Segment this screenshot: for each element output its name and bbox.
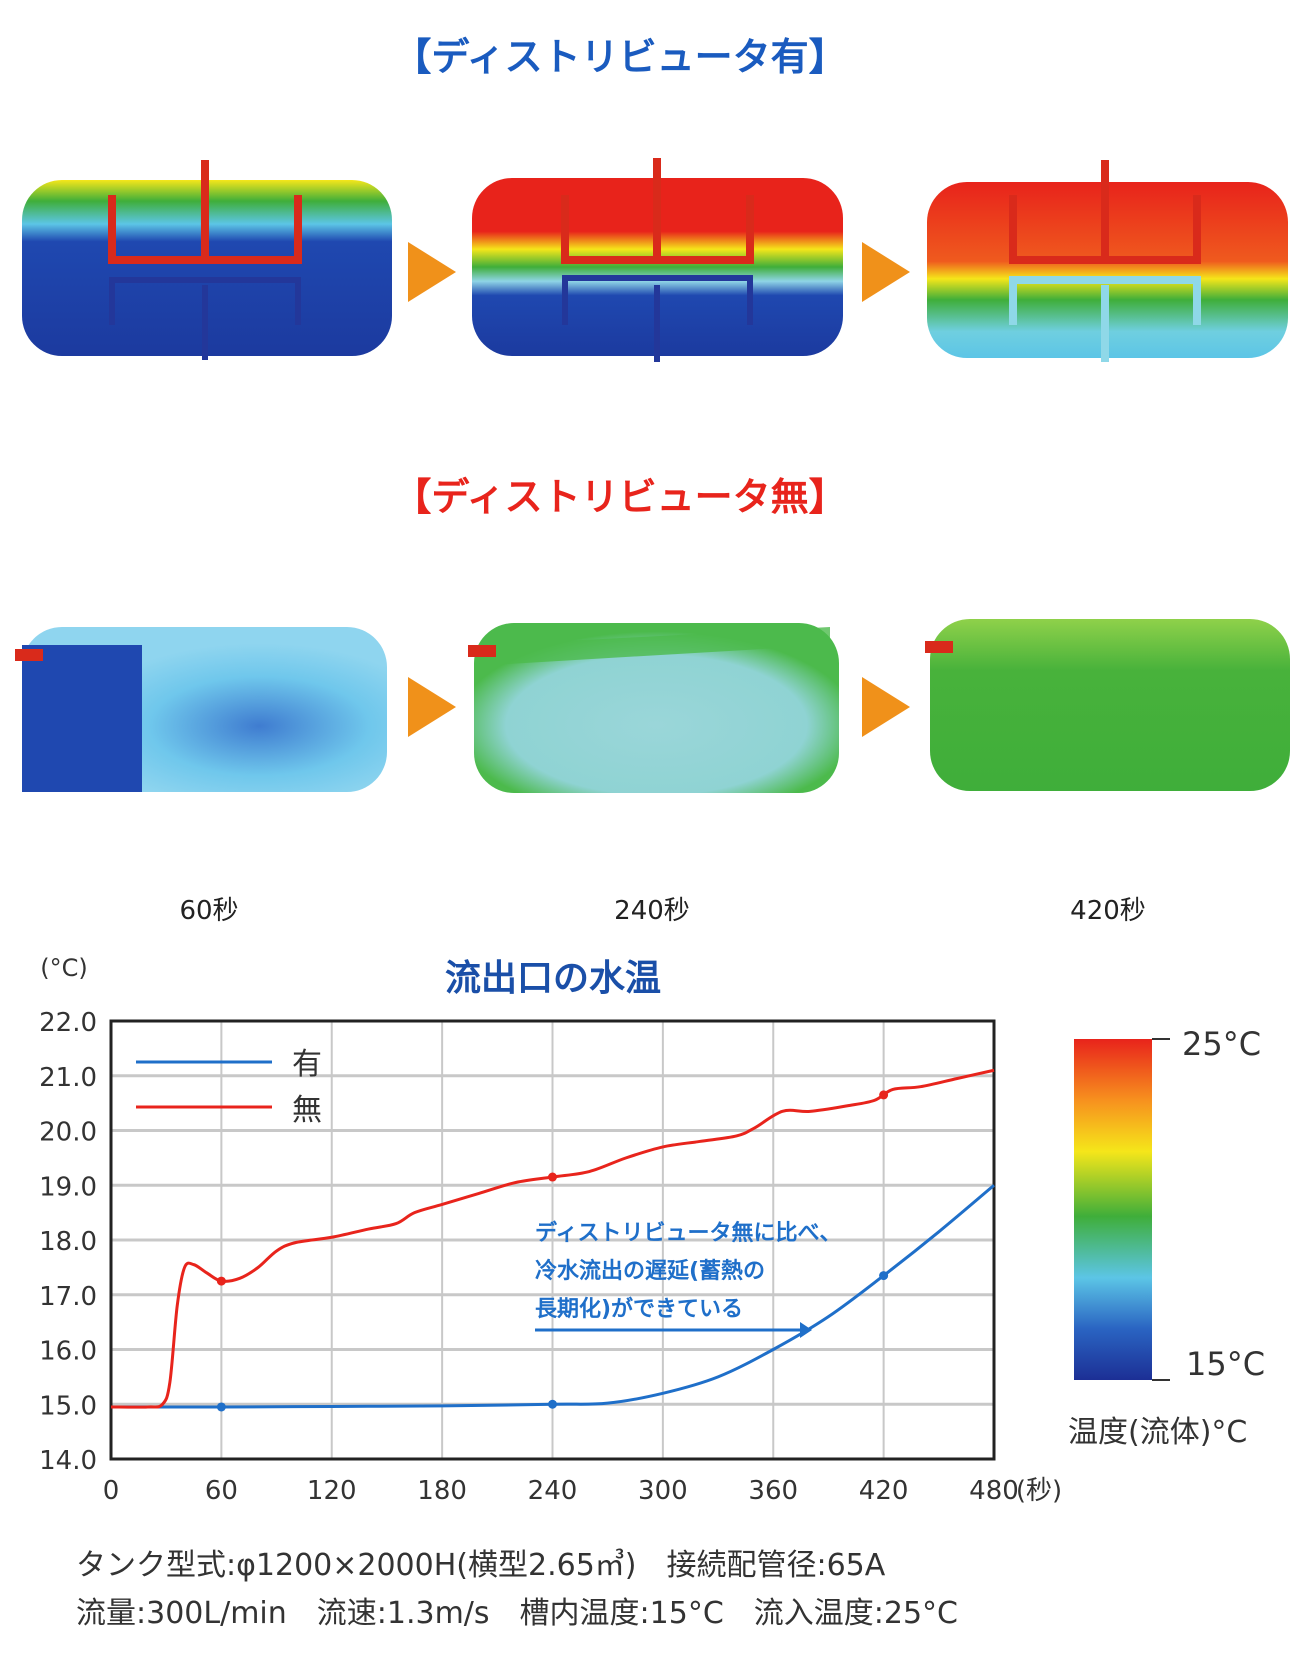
series-line-without: [110, 1068, 995, 1409]
colorbar: [1074, 1039, 1152, 1380]
plot-border: [109, 1019, 996, 1461]
legend-label-with: 有: [292, 1047, 322, 1082]
tank-240s-without: [468, 623, 839, 793]
outlet-temperature-chart: (°C) 流出口の水温 0 60 120 180 240 300 360 420 480(秒) 1…: [39, 954, 1265, 1506]
spec-line-1: タンク型式:φ1200×2000H(横型2.65㎥) 接続配管径:65A: [76, 1548, 886, 1583]
tank-420s-with: [927, 160, 1288, 362]
annotation-line-3: 長期化)ができている: [535, 1296, 743, 1322]
series-marker: [548, 1172, 557, 1182]
tank-60s-with: [22, 160, 392, 360]
annotation-arrowhead: [800, 1322, 812, 1338]
tank-420s-without: [925, 619, 1290, 791]
y-tick-label: 19.0: [39, 1172, 97, 1202]
legend-label-without: 無: [292, 1093, 322, 1128]
y-tick-label: 15.0: [39, 1391, 97, 1421]
colorbar-min-label: 15°C: [1186, 1345, 1265, 1383]
x-axis-label: (秒): [1016, 1476, 1062, 1506]
y-tick-label: 22.0: [39, 1008, 97, 1038]
series-marker: [548, 1399, 557, 1409]
tank-240s-with: [472, 158, 843, 362]
colorbar-caption: 温度(流体)°C: [1068, 1415, 1247, 1450]
arrow-icon: [408, 677, 456, 737]
spec-line-2: 流量:300L/min 流速:1.3m/s 槽内温度:15°C 流入温度:25°…: [76, 1596, 958, 1631]
x-tick-label: 180: [417, 1476, 467, 1506]
x-tick-label: 360: [748, 1476, 798, 1506]
annotation-line-2: 冷水流出の遅延(蓄熱の: [535, 1258, 765, 1284]
x-tick-label: 300: [638, 1476, 688, 1506]
x-tick-label: 240: [528, 1476, 578, 1506]
tank-60s-without: [15, 627, 387, 792]
y-unit-label: (°C): [40, 954, 87, 982]
time-label-60: 60秒: [179, 896, 239, 926]
x-tick-label: 0: [103, 1476, 120, 1506]
time-label-420: 420秒: [1070, 896, 1146, 926]
y-tick-label: 17.0: [39, 1282, 97, 1312]
x-tick-label: 120: [307, 1476, 357, 1506]
chart-title: 流出口の水温: [445, 958, 661, 999]
series-marker: [879, 1090, 889, 1100]
x-tick-label: 420: [859, 1476, 909, 1506]
time-label-240: 240秒: [614, 896, 690, 926]
x-tick-label: 480: [969, 1476, 1019, 1506]
with-distributor-tanks: [22, 158, 1288, 362]
series-marker: [879, 1271, 889, 1281]
x-tick-label: 60: [205, 1476, 238, 1506]
without-distributor-tanks: [15, 619, 1290, 793]
arrow-icon: [408, 242, 456, 302]
series-marker: [216, 1276, 226, 1286]
arrow-icon: [862, 677, 910, 737]
series-marker: [216, 1402, 226, 1412]
annotation-line-1: ディストリビュータ無に比べ、: [535, 1220, 841, 1246]
y-tick-label: 14.0: [39, 1446, 97, 1476]
annotation: ディストリビュータ無に比べ、 冷水流出の遅延(蓄熱の 長期化)ができている: [535, 1220, 841, 1338]
y-tick-label: 18.0: [39, 1227, 97, 1257]
with-distributor-title: 【ディストリビュータ有】: [393, 35, 847, 79]
colorbar-max-label: 25°C: [1182, 1025, 1261, 1063]
y-tick-label: 20.0: [39, 1118, 97, 1148]
y-tick-label: 21.0: [39, 1063, 97, 1093]
without-distributor-title: 【ディストリビュータ無】: [393, 475, 847, 519]
legend: 有 無: [136, 1047, 322, 1128]
y-tick-label: 16.0: [39, 1337, 97, 1367]
arrow-icon: [862, 242, 910, 302]
